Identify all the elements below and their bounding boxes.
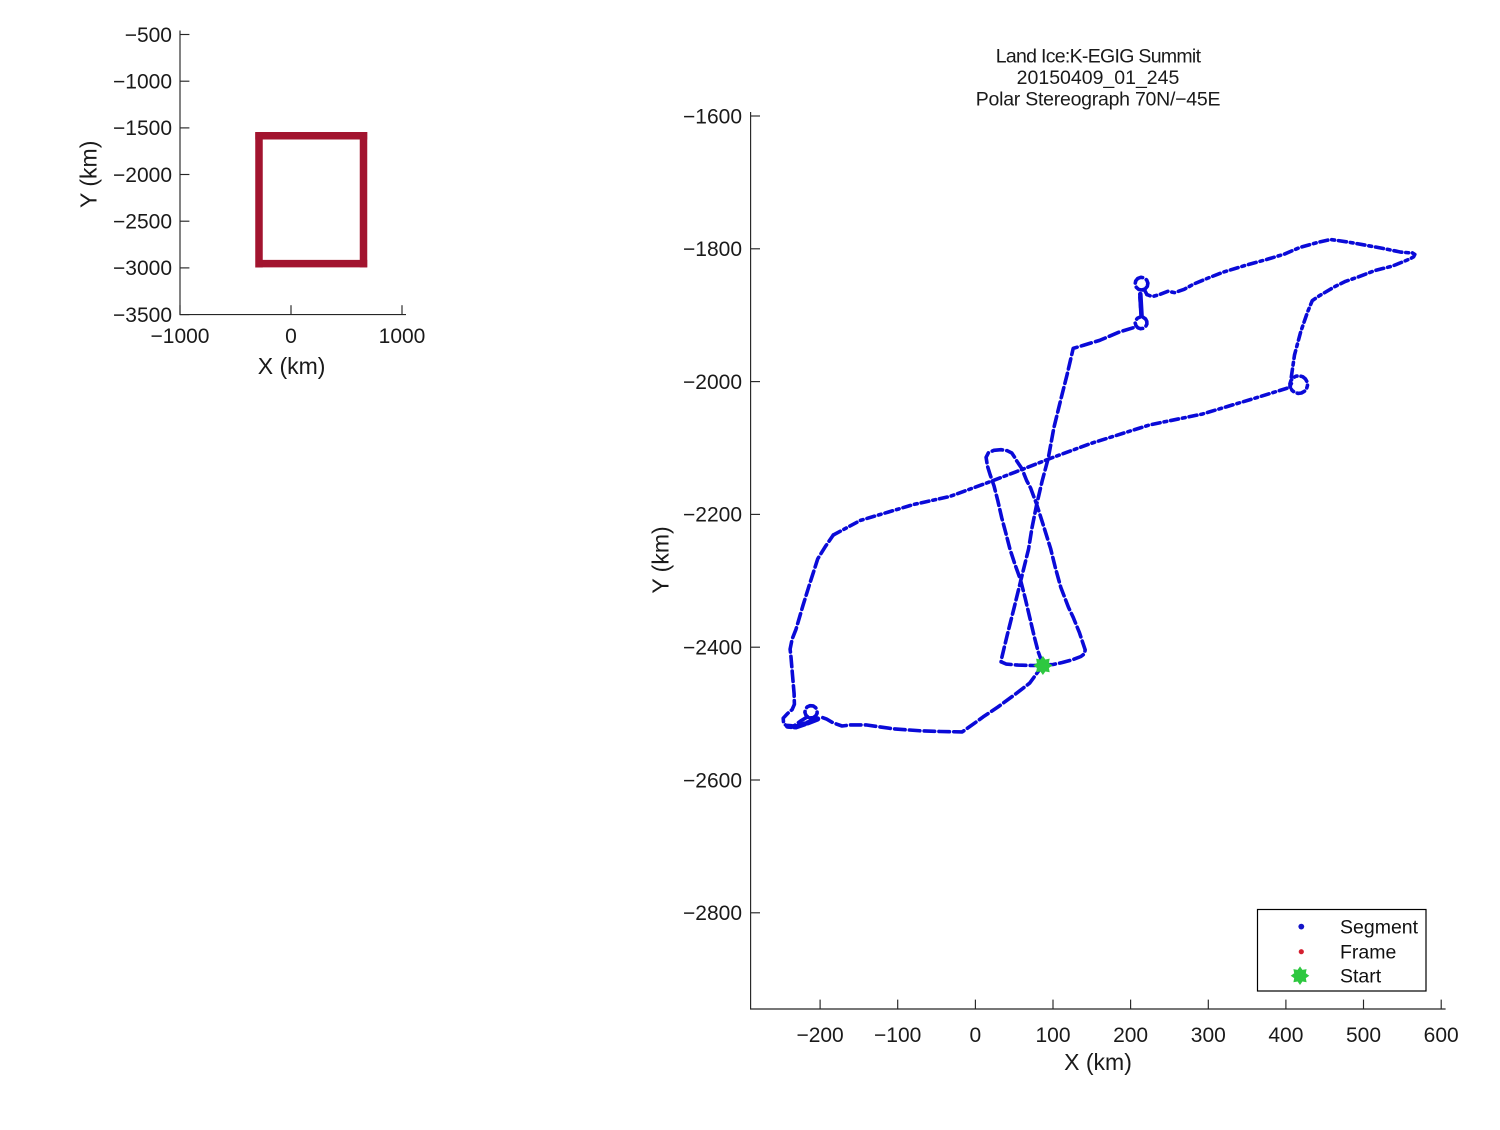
svg-text:−1000: −1000 xyxy=(151,325,210,348)
svg-text:−2400: −2400 xyxy=(683,637,742,660)
svg-text:Y (km): Y (km) xyxy=(76,141,102,208)
svg-text:Y (km): Y (km) xyxy=(648,526,674,593)
svg-text:−200: −200 xyxy=(796,1024,843,1047)
svg-text:−2200: −2200 xyxy=(683,504,742,527)
svg-text:X (km): X (km) xyxy=(258,353,326,379)
svg-text:20150409_01_245: 20150409_01_245 xyxy=(1017,67,1180,89)
svg-text:−1000: −1000 xyxy=(113,71,172,94)
svg-text:−3000: −3000 xyxy=(113,257,172,280)
svg-text:Polar Stereograph 70N/−45E: Polar Stereograph 70N/−45E xyxy=(976,89,1221,111)
svg-text:Frame: Frame xyxy=(1340,942,1396,964)
svg-text:Segment: Segment xyxy=(1340,917,1419,939)
svg-text:−2500: −2500 xyxy=(113,211,172,234)
svg-text:600: 600 xyxy=(1424,1024,1459,1047)
svg-text:1000: 1000 xyxy=(379,325,426,348)
svg-text:−2000: −2000 xyxy=(113,164,172,187)
svg-text:500: 500 xyxy=(1346,1024,1381,1047)
svg-text:−1800: −1800 xyxy=(683,238,742,261)
svg-text:−2800: −2800 xyxy=(683,902,742,925)
svg-text:−1600: −1600 xyxy=(683,105,742,128)
svg-text:−3500: −3500 xyxy=(113,304,172,327)
svg-text:Land Ice:K-EGIG Summit: Land Ice:K-EGIG Summit xyxy=(996,46,1202,68)
svg-text:100: 100 xyxy=(1035,1024,1070,1047)
svg-text:0: 0 xyxy=(970,1024,982,1047)
svg-text:−500: −500 xyxy=(125,24,172,47)
svg-text:400: 400 xyxy=(1268,1024,1303,1047)
svg-text:−2600: −2600 xyxy=(683,769,742,792)
svg-text:−2000: −2000 xyxy=(683,371,742,394)
svg-text:−1500: −1500 xyxy=(113,117,172,140)
svg-text:0: 0 xyxy=(285,325,297,348)
svg-text:−100: −100 xyxy=(874,1024,921,1047)
svg-text:X (km): X (km) xyxy=(1064,1049,1132,1075)
svg-text:200: 200 xyxy=(1113,1024,1148,1047)
svg-text:Start: Start xyxy=(1340,966,1382,988)
svg-text:300: 300 xyxy=(1191,1024,1226,1047)
